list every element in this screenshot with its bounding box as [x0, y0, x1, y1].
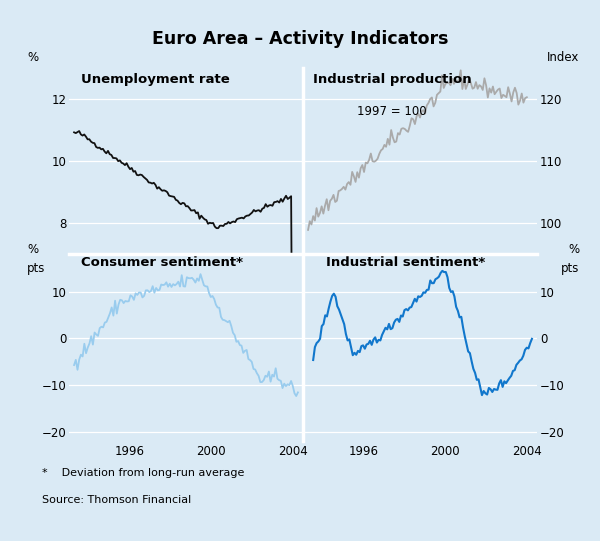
Text: Unemployment rate: Unemployment rate: [80, 73, 229, 86]
Text: Consumer sentiment*: Consumer sentiment*: [80, 256, 242, 269]
Text: %: %: [27, 51, 38, 64]
Text: Euro Area – Activity Indicators: Euro Area – Activity Indicators: [152, 30, 448, 48]
Text: Industrial production: Industrial production: [313, 73, 471, 86]
Text: Source: Thomson Financial: Source: Thomson Financial: [42, 495, 191, 505]
Text: Index: Index: [547, 51, 579, 64]
Text: %: %: [568, 243, 579, 256]
Text: pts: pts: [561, 262, 579, 275]
Text: %: %: [27, 243, 38, 256]
Text: *    Deviation from long-run average: * Deviation from long-run average: [42, 468, 244, 478]
Text: Industrial sentiment*: Industrial sentiment*: [326, 256, 485, 269]
Text: pts: pts: [27, 262, 45, 275]
Text: 1997 = 100: 1997 = 100: [357, 105, 427, 118]
